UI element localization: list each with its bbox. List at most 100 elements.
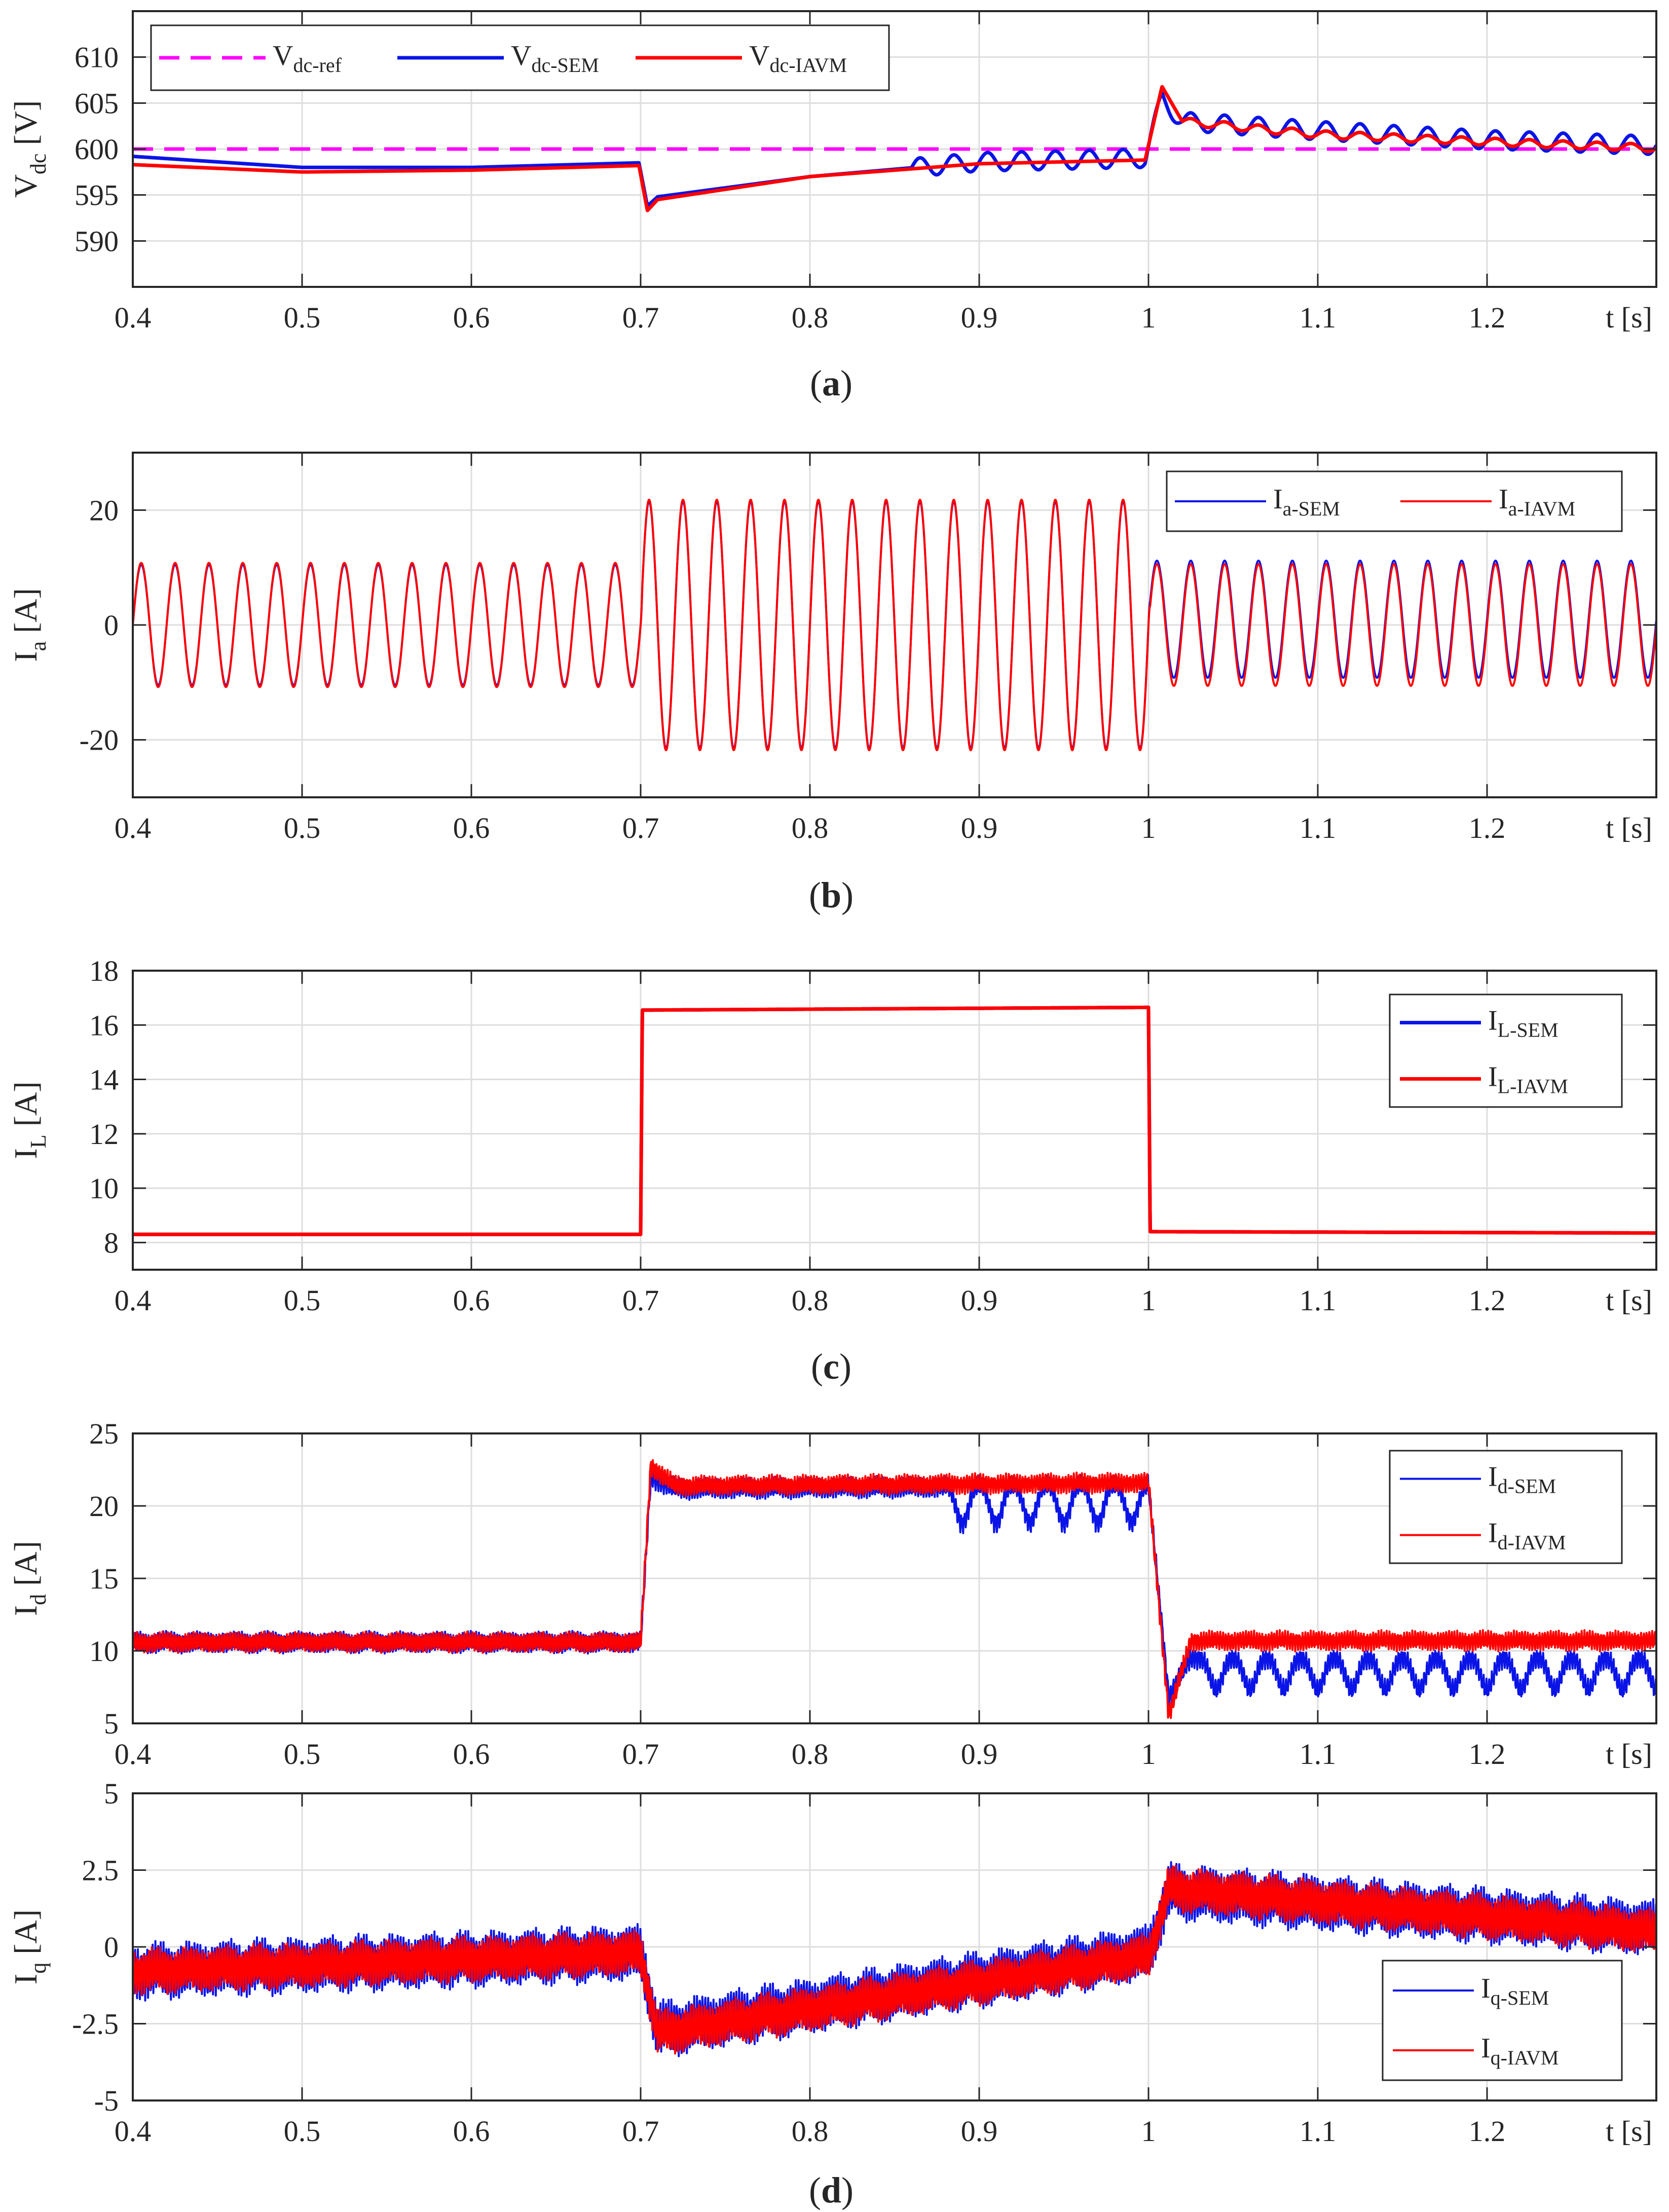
x-tick-label: 0.6 bbox=[453, 1738, 490, 1771]
legend-label-d-IAVM: Id-IAVM bbox=[1488, 1518, 1566, 1554]
x-tick-label: 0.4 bbox=[115, 2115, 152, 2148]
y-tick-label: -2.5 bbox=[72, 2008, 119, 2041]
x-tick-label: 0.7 bbox=[622, 2115, 659, 2148]
chart-il: 0.4 0.5 0.6 0.7 0.8 0.9 1 1.1 1.2 8 10 12 14 16 18 t [s… bbox=[8, 954, 1657, 1387]
x-tick-label: 0.7 bbox=[622, 1738, 659, 1771]
y-tick-label: 12 bbox=[89, 1118, 119, 1151]
y-tick-label: 20 bbox=[89, 1490, 119, 1523]
series-line-dc-IAVM bbox=[133, 85, 1656, 212]
legend-vdc: Vdc-ref Vdc-SEM Vdc-IAVM bbox=[150, 24, 890, 91]
y-tick-label: 0 bbox=[104, 609, 119, 642]
x-tick-label: 1.1 bbox=[1300, 1738, 1337, 1771]
y-tick-label: 5 bbox=[104, 1777, 119, 1810]
x-tick-label: 0.4 bbox=[115, 812, 152, 844]
x-tick-label: 0.6 bbox=[453, 1284, 490, 1317]
legend-label-dc-ref: Vdc-ref bbox=[273, 40, 342, 77]
x-tick-label: 0.5 bbox=[284, 2115, 321, 2148]
x-tick-label: 1 bbox=[1141, 812, 1156, 844]
y-tick-label: 610 bbox=[75, 41, 119, 74]
x-tick-label: 0.9 bbox=[961, 2115, 998, 2148]
x-tick-label: 0.7 bbox=[622, 301, 659, 334]
x-axis-label: t [s] bbox=[1606, 301, 1652, 334]
x-tick-label: 0.5 bbox=[284, 1284, 321, 1317]
y-tick-label: 8 bbox=[104, 1226, 119, 1259]
y-tick-label: 605 bbox=[75, 87, 119, 120]
x-axis-label: t [s] bbox=[1606, 1738, 1652, 1771]
legend-box bbox=[150, 24, 890, 91]
legend-label-q-IAVM: Iq-IAVM bbox=[1481, 2033, 1559, 2069]
caption-ia: (b) bbox=[809, 875, 854, 915]
y-tick-label: 5 bbox=[104, 1707, 119, 1740]
caption-iq: (d) bbox=[809, 2170, 854, 2210]
y-tick-label: 25 bbox=[89, 1417, 119, 1450]
legend-label-a-SEM: Ia-SEM bbox=[1273, 484, 1340, 520]
legend-id: Id-SEM Id-IAVM bbox=[1389, 1450, 1623, 1564]
legend-label-dc-IAVM: Vdc-IAVM bbox=[749, 40, 847, 77]
legend-iq: Iq-SEM Iq-IAVM bbox=[1382, 1960, 1623, 2081]
y-tick-label: 14 bbox=[89, 1063, 119, 1096]
x-tick-label: 1 bbox=[1141, 1738, 1156, 1771]
chart-id: 0.4 0.5 0.6 0.7 0.8 0.9 1 1.1 1.2 5 10 15 20 25 t [s] I… bbox=[8, 1417, 1657, 1771]
x-tick-label: 1 bbox=[1141, 2115, 1156, 2148]
series-line-a-IAVM bbox=[133, 498, 1656, 752]
legend-ia: Ia-SEM Ia-IAVM bbox=[1166, 470, 1623, 532]
series-line-d-IAVM bbox=[133, 1459, 1656, 1719]
legend-label-d-SEM: Id-SEM bbox=[1488, 1461, 1556, 1498]
y-tick-label: 595 bbox=[75, 179, 119, 212]
x-tick-label: 0.7 bbox=[622, 1284, 659, 1317]
x-tick-label: 0.5 bbox=[284, 1738, 321, 1771]
y-axis-label: Iq [A] bbox=[8, 1909, 51, 1984]
x-tick-label: 0.4 bbox=[115, 301, 152, 334]
x-tick-label: 0.8 bbox=[792, 1284, 829, 1317]
x-axis-label: t [s] bbox=[1606, 1284, 1652, 1317]
x-tick-label: 0.9 bbox=[961, 301, 998, 334]
legend-label-q-SEM: Iq-SEM bbox=[1481, 1973, 1549, 2009]
y-axis-label: Ia [A] bbox=[8, 588, 51, 662]
x-tick-label: 1.2 bbox=[1469, 1738, 1506, 1771]
x-axis-label: t [s] bbox=[1606, 812, 1652, 844]
x-tick-label: 0.9 bbox=[961, 1284, 998, 1317]
x-tick-label: 1.1 bbox=[1300, 301, 1337, 334]
series-line-q-IAVM bbox=[133, 1865, 1656, 2055]
chart-ia: 0.4 0.5 0.6 0.7 0.8 0.9 1 1.1 1.2 -20 0 20 t [s] Ia [… bbox=[8, 452, 1657, 915]
chart-vdc: 0.4 0.5 0.6 0.7 0.8 0.9 1 1.1 1.2 590 595 600 605 610… bbox=[8, 10, 1657, 403]
legend-label-L-IAVM: IL-IAVM bbox=[1488, 1061, 1568, 1098]
x-tick-label: 1.2 bbox=[1469, 1284, 1506, 1317]
y-axis-label: IL [A] bbox=[8, 1081, 51, 1159]
y-tick-label: 600 bbox=[75, 133, 119, 166]
x-tick-label: 0.7 bbox=[622, 812, 659, 844]
legend-label-a-IAVM: Ia-IAVM bbox=[1499, 484, 1575, 520]
x-tick-label: 0.8 bbox=[792, 1738, 829, 1771]
x-tick-label: 0.5 bbox=[284, 301, 321, 334]
x-tick-label: 0.4 bbox=[115, 1284, 152, 1317]
x-axis-label: t [s] bbox=[1606, 2115, 1652, 2148]
legend-label-L-SEM: IL-SEM bbox=[1488, 1005, 1559, 1042]
y-tick-label: 18 bbox=[89, 954, 119, 987]
x-tick-label: 0.6 bbox=[453, 812, 490, 844]
legend-il: IL-SEM IL-IAVM bbox=[1389, 993, 1623, 1108]
y-tick-label: 590 bbox=[75, 225, 119, 257]
series-line-L-IAVM bbox=[133, 1005, 1656, 1236]
x-tick-label: 0.4 bbox=[115, 1738, 152, 1771]
x-tick-label: 0.8 bbox=[792, 812, 829, 844]
x-tick-label: 0.9 bbox=[961, 812, 998, 844]
y-axis-label: Id [A] bbox=[8, 1541, 51, 1616]
y-tick-label: 2.5 bbox=[82, 1854, 119, 1887]
x-tick-label: 1.2 bbox=[1469, 2115, 1506, 2148]
x-tick-label: 0.9 bbox=[961, 1738, 998, 1771]
x-tick-label: 0.8 bbox=[792, 301, 829, 334]
x-tick-label: 1.1 bbox=[1300, 812, 1337, 844]
x-tick-label: 1 bbox=[1141, 1284, 1156, 1317]
chart-iq: 0.4 0.5 0.6 0.7 0.8 0.9 1 1.1 1.2 -5 -2.5 0 2.5 5 t [s… bbox=[8, 1777, 1657, 2210]
plot-frame-il bbox=[132, 970, 1657, 1271]
x-tick-label: 1.1 bbox=[1300, 2115, 1337, 2148]
y-tick-label: -5 bbox=[94, 2084, 119, 2117]
x-tick-label: 0.5 bbox=[284, 812, 321, 844]
y-tick-label: 20 bbox=[89, 494, 119, 527]
legend-box bbox=[1389, 1450, 1623, 1564]
x-tick-label: 0.6 bbox=[453, 301, 490, 334]
y-tick-label: -20 bbox=[80, 724, 119, 757]
x-tick-label: 0.8 bbox=[792, 2115, 829, 2148]
legend-box bbox=[1389, 993, 1623, 1108]
legend-label-dc-SEM: Vdc-SEM bbox=[511, 40, 599, 77]
